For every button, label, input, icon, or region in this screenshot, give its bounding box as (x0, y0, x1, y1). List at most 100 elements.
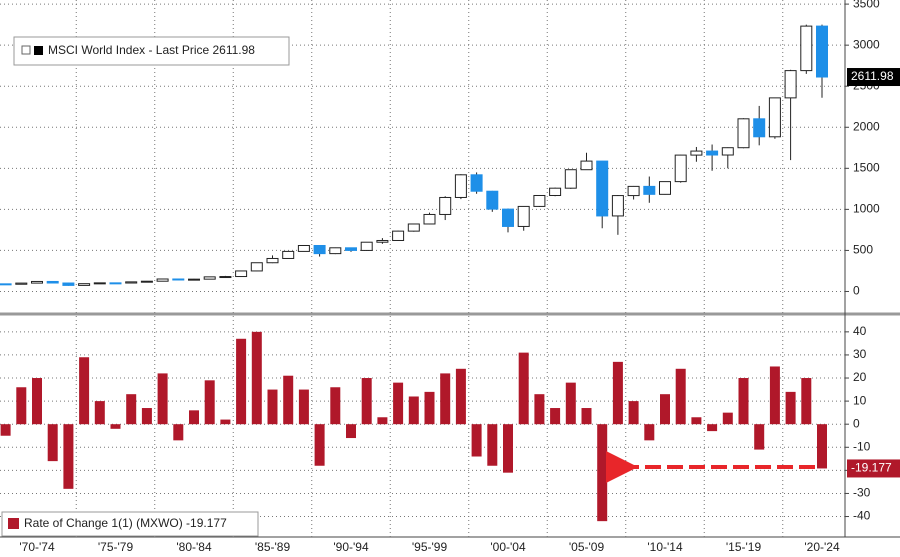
bar (189, 410, 199, 425)
y-tick-label: -10 (853, 439, 871, 453)
candle-body (297, 244, 310, 252)
bar (455, 368, 466, 425)
legend-swatch (8, 518, 19, 529)
bar (565, 382, 576, 425)
candle-body (549, 187, 562, 196)
bar (94, 401, 105, 425)
x-tick-label: '05-'09 (569, 540, 605, 554)
candle-body (78, 283, 91, 286)
legend-label: Rate of Change 1(1) (MXWO) -19.177 (24, 516, 227, 530)
last-price-tag (847, 68, 900, 87)
candle-body (250, 262, 263, 272)
y-tick-label: 20 (853, 370, 867, 384)
bar (644, 424, 655, 441)
candle-body (345, 247, 357, 251)
bar (377, 417, 388, 425)
candle-body (0, 283, 12, 286)
candle-body (816, 25, 828, 78)
legend-box (13, 36, 290, 66)
candle-body (737, 118, 750, 149)
candle-body (140, 280, 153, 283)
bar (738, 378, 749, 425)
bar (408, 396, 419, 425)
bar (817, 424, 827, 469)
bar (503, 424, 513, 473)
bar (110, 424, 121, 429)
legend-box (1, 511, 259, 537)
y-tick-label: 3500 (853, 0, 880, 10)
bar (16, 387, 27, 425)
candle-body (360, 241, 373, 251)
y-tick-label: 2000 (853, 119, 880, 133)
bar (471, 424, 482, 457)
bar (251, 331, 262, 425)
bar (581, 408, 592, 425)
candle-body (690, 150, 703, 156)
bar (612, 361, 623, 425)
y-tick-label: 1000 (853, 202, 880, 216)
bar (675, 368, 686, 425)
candle-body (313, 244, 326, 255)
y-tick-label: 500 (853, 243, 873, 257)
bar (707, 424, 718, 432)
bar (769, 366, 780, 425)
y-tick-label: 0 (853, 284, 860, 298)
candle-body (109, 282, 122, 285)
bar (220, 419, 231, 425)
bar (0, 424, 11, 436)
bar (754, 424, 765, 450)
candle-body (266, 257, 279, 264)
candle-body (156, 278, 169, 282)
candle-body (564, 169, 577, 189)
candle-body (659, 181, 671, 195)
x-tick-label: '20-'24 (804, 540, 840, 554)
bar (722, 412, 733, 425)
last-price-label: 2611.98 (851, 69, 894, 83)
candle-body (31, 280, 43, 284)
bar (361, 378, 372, 425)
candle-body (392, 230, 405, 241)
x-tick-label: '90-'94 (333, 540, 369, 554)
y-tick-label: -40 (853, 509, 871, 523)
bar (47, 424, 58, 462)
y-tick-label: 10 (853, 393, 867, 407)
x-tick-label: '75-'79 (98, 540, 134, 554)
candle-body (282, 250, 295, 259)
bar (487, 424, 498, 466)
legend-toggle[interactable] (21, 45, 31, 55)
legend-swatch (34, 46, 43, 55)
x-tick-label: '15-'19 (726, 540, 762, 554)
bar (157, 373, 168, 425)
bar (314, 424, 325, 466)
candle-body (533, 194, 546, 207)
candle-body (15, 282, 28, 285)
bar (141, 408, 152, 425)
bar (267, 389, 278, 425)
bar (424, 391, 435, 425)
y-tick-label: 1500 (853, 160, 880, 174)
y-tick-label: -30 (853, 486, 871, 500)
candle-body (517, 205, 530, 227)
x-tick-label: '70-'74 (19, 540, 55, 554)
bar (550, 408, 561, 425)
bar (32, 378, 42, 425)
candle-body (329, 247, 342, 255)
x-tick-label: '95-'99 (412, 540, 448, 554)
bar (126, 394, 137, 425)
y-tick-label: 40 (853, 324, 867, 338)
bar (785, 391, 796, 425)
candle-body (423, 213, 436, 225)
bar (660, 394, 670, 425)
candle-body (93, 282, 106, 285)
candle-body (62, 282, 75, 286)
candle-body (454, 174, 467, 198)
bar (173, 424, 184, 441)
bar (79, 357, 90, 425)
bar (298, 389, 309, 425)
candle-body (439, 196, 452, 215)
bar (628, 401, 639, 425)
candle-body (407, 223, 420, 232)
candle-body (753, 118, 766, 138)
bar (204, 380, 215, 425)
